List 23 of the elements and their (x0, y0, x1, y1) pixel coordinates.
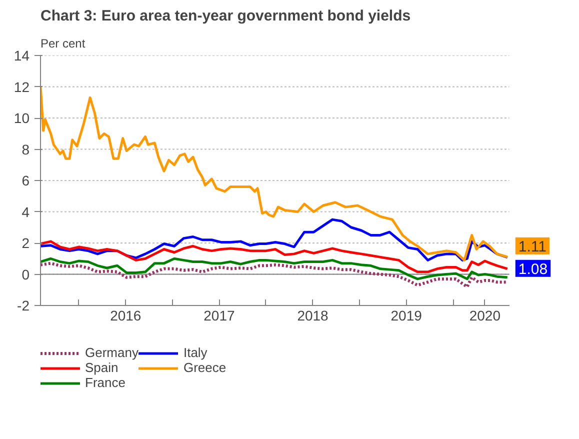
y-tick-label: 6 (22, 172, 30, 188)
chart-title: Chart 3: Euro area ten-year government bond yields (40, 8, 411, 24)
y-tick-label: 4 (22, 204, 30, 220)
y-tick-label: 0 (22, 266, 30, 282)
x-tick-label: 2017 (204, 308, 235, 324)
y-axis-title: Per cent (40, 36, 86, 50)
x-tick-label: 2020 (469, 308, 501, 324)
x-tick-label: 2019 (390, 308, 422, 324)
legend-label: Germany (85, 345, 138, 360)
data-label: 1.08 (518, 260, 548, 278)
y-tick-label: 10 (14, 110, 30, 126)
y-tick-label: -2 (17, 298, 30, 314)
legend-label: France (85, 375, 126, 390)
y-tick-label: 2 (22, 235, 30, 251)
legend-label: Greece (183, 360, 226, 375)
y-tick-label: 8 (22, 141, 30, 158)
x-tick-label: 2016 (110, 308, 142, 324)
legend-label: Spain (85, 360, 118, 375)
y-tick-label: 12 (14, 78, 30, 95)
legend-label: Italy (183, 345, 208, 360)
x-tick-label: 2018 (297, 308, 329, 324)
data-label: 1.11 (518, 238, 546, 256)
y-tick-label: 14 (14, 48, 30, 64)
